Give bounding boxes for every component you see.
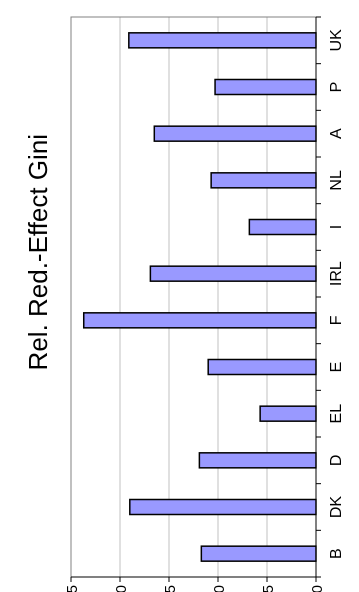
tick-labels: 0,0 0,5 1,0 1,5 2,0 2,5	[64, 585, 326, 592]
value-axis	[70, 576, 317, 582]
tick-label: 1,0	[211, 585, 228, 592]
category-label: IRL	[328, 261, 345, 286]
category-label: NL	[328, 170, 345, 191]
bar-i	[248, 218, 317, 236]
bar-uk	[128, 32, 317, 49]
category-label: EL	[328, 404, 345, 424]
category-label: E	[328, 362, 345, 373]
category-label: B	[328, 548, 345, 559]
bar-f	[82, 312, 317, 329]
chart-title: Rel. Red.-Effect Gini	[23, 134, 53, 371]
tick-label: 2,0	[113, 585, 130, 592]
bar-dk	[129, 498, 317, 516]
category-ticks	[315, 16, 321, 578]
category-label: UK	[328, 29, 345, 52]
bars	[82, 32, 317, 562]
tick-label: 0,5	[260, 585, 277, 592]
bar-b	[200, 545, 317, 562]
bar-el	[259, 405, 317, 422]
bar-p	[214, 78, 317, 96]
bar-nl	[210, 172, 317, 189]
category-label: P	[328, 82, 345, 93]
bar-a	[153, 125, 317, 142]
bar-e	[207, 358, 317, 376]
bar-irl	[149, 265, 317, 282]
gridlines	[119, 17, 268, 577]
bar-d	[198, 452, 317, 469]
category-label: A	[328, 128, 345, 139]
tick-label: 2,5	[64, 585, 81, 592]
tick-label: 1,5	[162, 585, 179, 592]
category-label: DK	[328, 496, 345, 519]
tick-label: 0,0	[309, 585, 326, 592]
category-label: F	[328, 315, 345, 325]
category-label: D	[328, 455, 345, 467]
category-label: I	[328, 225, 345, 229]
category-labels: B DK D EL E F IRL I NL A P UK	[328, 29, 345, 559]
